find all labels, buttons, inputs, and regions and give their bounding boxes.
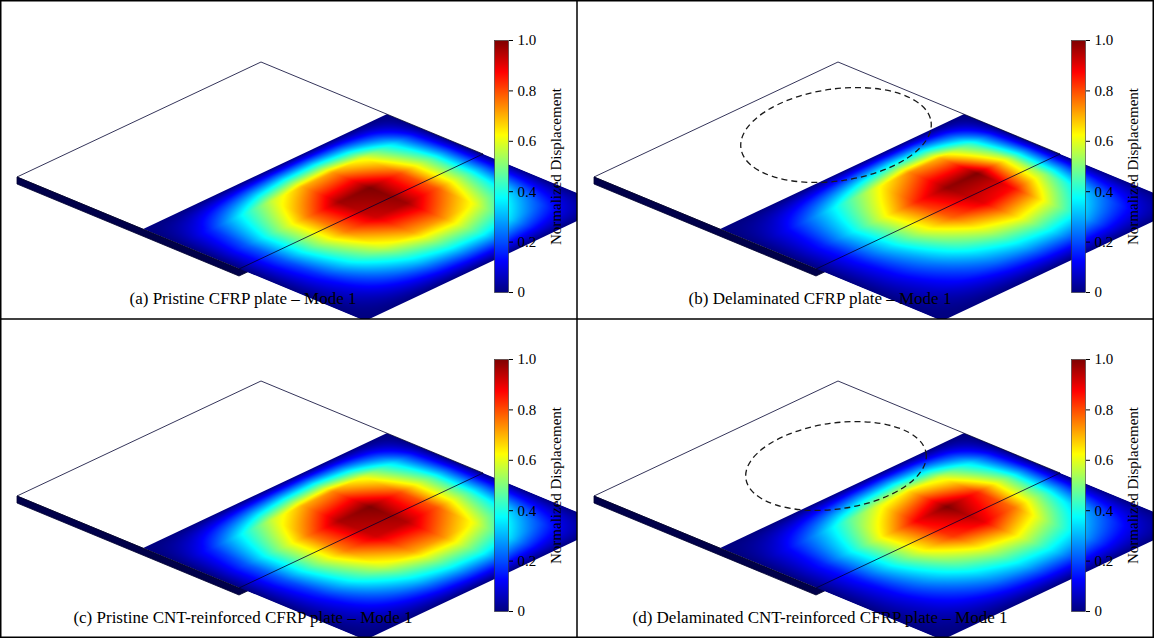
svg-text:0.6: 0.6: [1095, 452, 1114, 468]
svg-text:0: 0: [518, 284, 526, 300]
svg-text:Normalized Displacement: Normalized Displacement: [548, 406, 564, 564]
svg-text:0.8: 0.8: [1095, 402, 1114, 418]
html-text:(c) Pristine CNT-reinforced CF: (c) Pristine CNT-reinforced CFRP plate –…: [73, 608, 413, 627]
svg-text:Normalized Displacement: Normalized Displacement: [1125, 406, 1141, 564]
svg-text:0.8: 0.8: [518, 402, 537, 418]
svg-text:0.4: 0.4: [518, 503, 537, 519]
svg-text:Normalized Displacement: Normalized Displacement: [548, 87, 564, 245]
svg-text:0: 0: [518, 603, 526, 619]
svg-text:0: 0: [1095, 284, 1103, 300]
html-text:(b) Delaminated CFRP plate – M: (b) Delaminated CFRP plate – Mode 1: [688, 289, 952, 308]
svg-text:0.2: 0.2: [1095, 234, 1114, 250]
svg-text:Normalized Displacement: Normalized Displacement: [1125, 87, 1141, 245]
svg-text:0.2: 0.2: [518, 234, 537, 250]
html-text:(a) Pristine CFRP plate – Mode: (a) Pristine CFRP plate – Mode 1: [129, 289, 357, 308]
svg-text:0.6: 0.6: [1095, 133, 1114, 149]
html-text:(d) Delaminated CNT-reinforced: (d) Delaminated CNT-reinforced CFRP plat…: [632, 608, 1008, 627]
svg-text:0.4: 0.4: [1095, 184, 1114, 200]
svg-text:0.4: 0.4: [1095, 503, 1114, 519]
svg-text:1.0: 1.0: [518, 351, 537, 367]
svg-text:0: 0: [1095, 603, 1103, 619]
svg-text:1.0: 1.0: [1095, 32, 1114, 48]
svg-text:0.2: 0.2: [1095, 553, 1114, 569]
svg-text:0.6: 0.6: [518, 452, 537, 468]
svg-text:1.0: 1.0: [1095, 351, 1114, 367]
svg-text:0.4: 0.4: [518, 184, 537, 200]
svg-text:1.0: 1.0: [518, 32, 537, 48]
svg-text:0.8: 0.8: [518, 83, 537, 99]
svg-text:0.8: 0.8: [1095, 83, 1114, 99]
svg-text:0.6: 0.6: [518, 133, 537, 149]
svg-text:0.2: 0.2: [518, 553, 537, 569]
